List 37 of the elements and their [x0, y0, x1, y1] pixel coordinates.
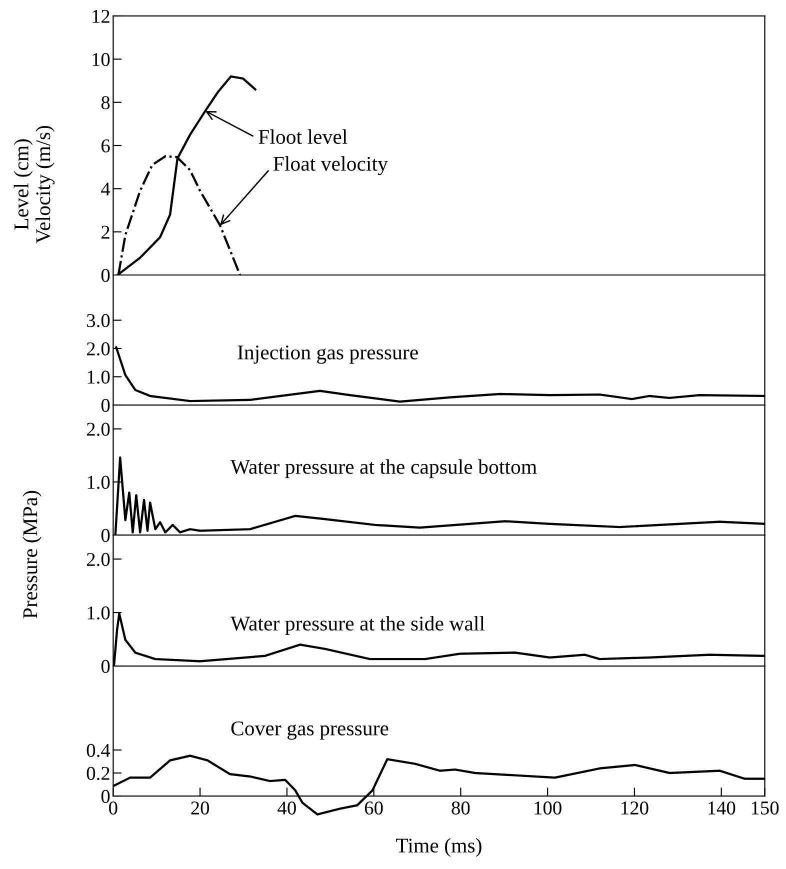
y-tick-label: 12 [92, 10, 110, 23]
x-tick-label: 150 [752, 801, 779, 815]
text: Injection gas pressure [238, 345, 418, 364]
y-tick-label: 10 [92, 52, 110, 66]
text: Water pressure at the capsule bottom [230, 459, 537, 478]
y-tick-label: 2.0 [86, 422, 110, 436]
y-tick-label: 0 [101, 268, 110, 282]
text: Cover gas pressure [231, 721, 388, 740]
y-tick-label: 0 [101, 790, 110, 803]
y-tick-label: 0.4 [86, 744, 110, 758]
y-tick-label: 6 [102, 139, 110, 152]
y-axis-title: Pressure (MPa) [22, 490, 42, 618]
y-tick-label: 1.0 [88, 370, 110, 384]
y-tick-label: 0.2 [86, 766, 110, 780]
x-tick-label: 80 [452, 801, 470, 815]
y-tick-label: 0 [101, 528, 110, 542]
x-axis-title: Time (ms) [396, 838, 482, 857]
y-tick-label: 2.0 [86, 342, 110, 356]
y-tick-label: 0 [101, 398, 110, 412]
y-tick-label: 1.0 [88, 606, 110, 620]
x-tick-label: 100 [534, 801, 562, 815]
y-tick-label: 8 [101, 96, 110, 110]
x-tick-label: 120 [622, 801, 648, 815]
x-tick-label: 20 [191, 801, 210, 815]
annotation: Floot level [258, 129, 348, 144]
y-tick-label: 0 [101, 660, 110, 673]
y-tick-label: 1.0 [88, 476, 110, 489]
y-axis-title: Level (cm) Velocity (m/s) [14, 126, 55, 244]
text: Water pressure at the side wall [230, 616, 485, 635]
y-tick-label: 3.0 [87, 314, 110, 328]
annotation: Float velocity [273, 156, 388, 176]
y-tick-label: 2 [102, 226, 110, 239]
x-tick-label: 60 [364, 801, 383, 815]
y-tick-label: 4 [101, 182, 110, 196]
x-tick-label: 40 [278, 801, 296, 815]
x-tick-label: 140 [708, 801, 736, 815]
y-tick-label: 2.0 [86, 552, 110, 566]
